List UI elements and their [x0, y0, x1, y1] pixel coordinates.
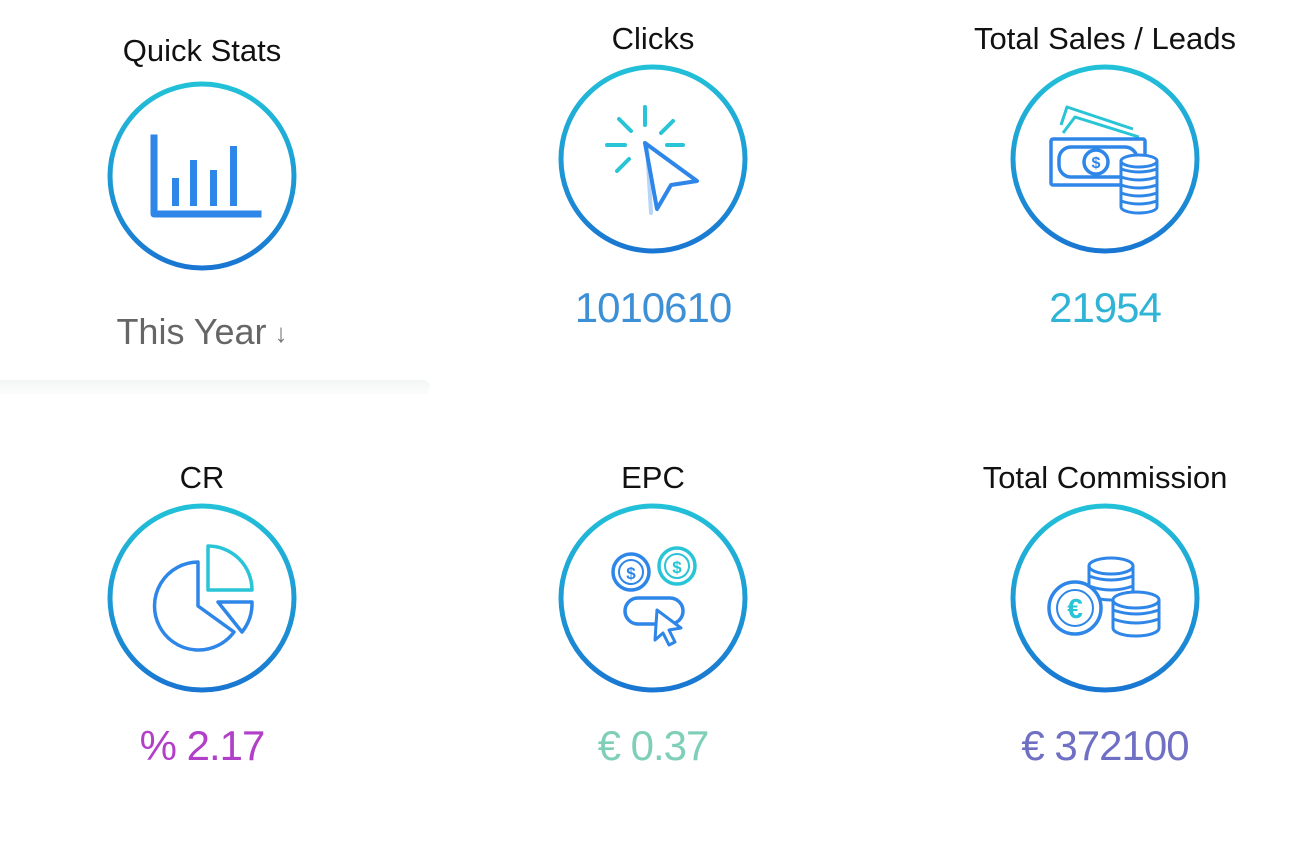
- period-filter-label: This Year: [116, 311, 267, 352]
- cr-value: % 2.17: [139, 722, 266, 769]
- cash-coins-icon: $: [1010, 64, 1200, 254]
- clicks-ring: [557, 63, 749, 255]
- epc-ring: $ $: [557, 502, 749, 694]
- quick-stats-title: Quick Stats: [122, 33, 282, 68]
- epc-card: EPC $ $ € 0.37: [443, 440, 863, 860]
- euro-coins-icon: €: [1010, 503, 1200, 693]
- clicks-title: Clicks: [611, 21, 695, 56]
- arrow-down-icon: ↓: [274, 318, 288, 348]
- total-commission-card: Total Commission: [895, 440, 1308, 860]
- quick-stats-ring: [106, 80, 298, 272]
- divider: [0, 380, 430, 394]
- svg-text:$: $: [672, 558, 682, 577]
- dollar-click-icon: $ $: [558, 503, 748, 693]
- total-sales-card: Total Sales / Leads $: [895, 0, 1308, 420]
- cr-ring: [106, 502, 298, 694]
- pie-chart-icon: [107, 503, 297, 693]
- cursor-click-icon: [558, 64, 748, 254]
- clicks-card: Clicks 1010610: [443, 0, 863, 420]
- period-filter-dropdown[interactable]: This Year ↓: [0, 312, 412, 353]
- svg-text:$: $: [1092, 155, 1101, 172]
- cr-card: CR % 2.17: [0, 440, 412, 860]
- cr-title: CR: [179, 460, 225, 495]
- svg-text:€: €: [1067, 593, 1083, 624]
- total-sales-value: 21954: [1049, 284, 1162, 331]
- svg-text:$: $: [626, 564, 636, 583]
- epc-title: EPC: [621, 460, 685, 495]
- total-commission-title: Total Commission: [982, 460, 1228, 495]
- quick-stats-card: Quick Stats This Year ↓: [0, 0, 412, 420]
- total-sales-ring: $: [1009, 63, 1201, 255]
- total-commission-value: € 372100: [1021, 722, 1189, 769]
- total-commission-ring: €: [1009, 502, 1201, 694]
- epc-value: € 0.37: [597, 722, 710, 769]
- total-sales-title: Total Sales / Leads: [974, 21, 1236, 56]
- bar-chart-icon: [107, 81, 297, 271]
- clicks-value: 1010610: [574, 284, 733, 331]
